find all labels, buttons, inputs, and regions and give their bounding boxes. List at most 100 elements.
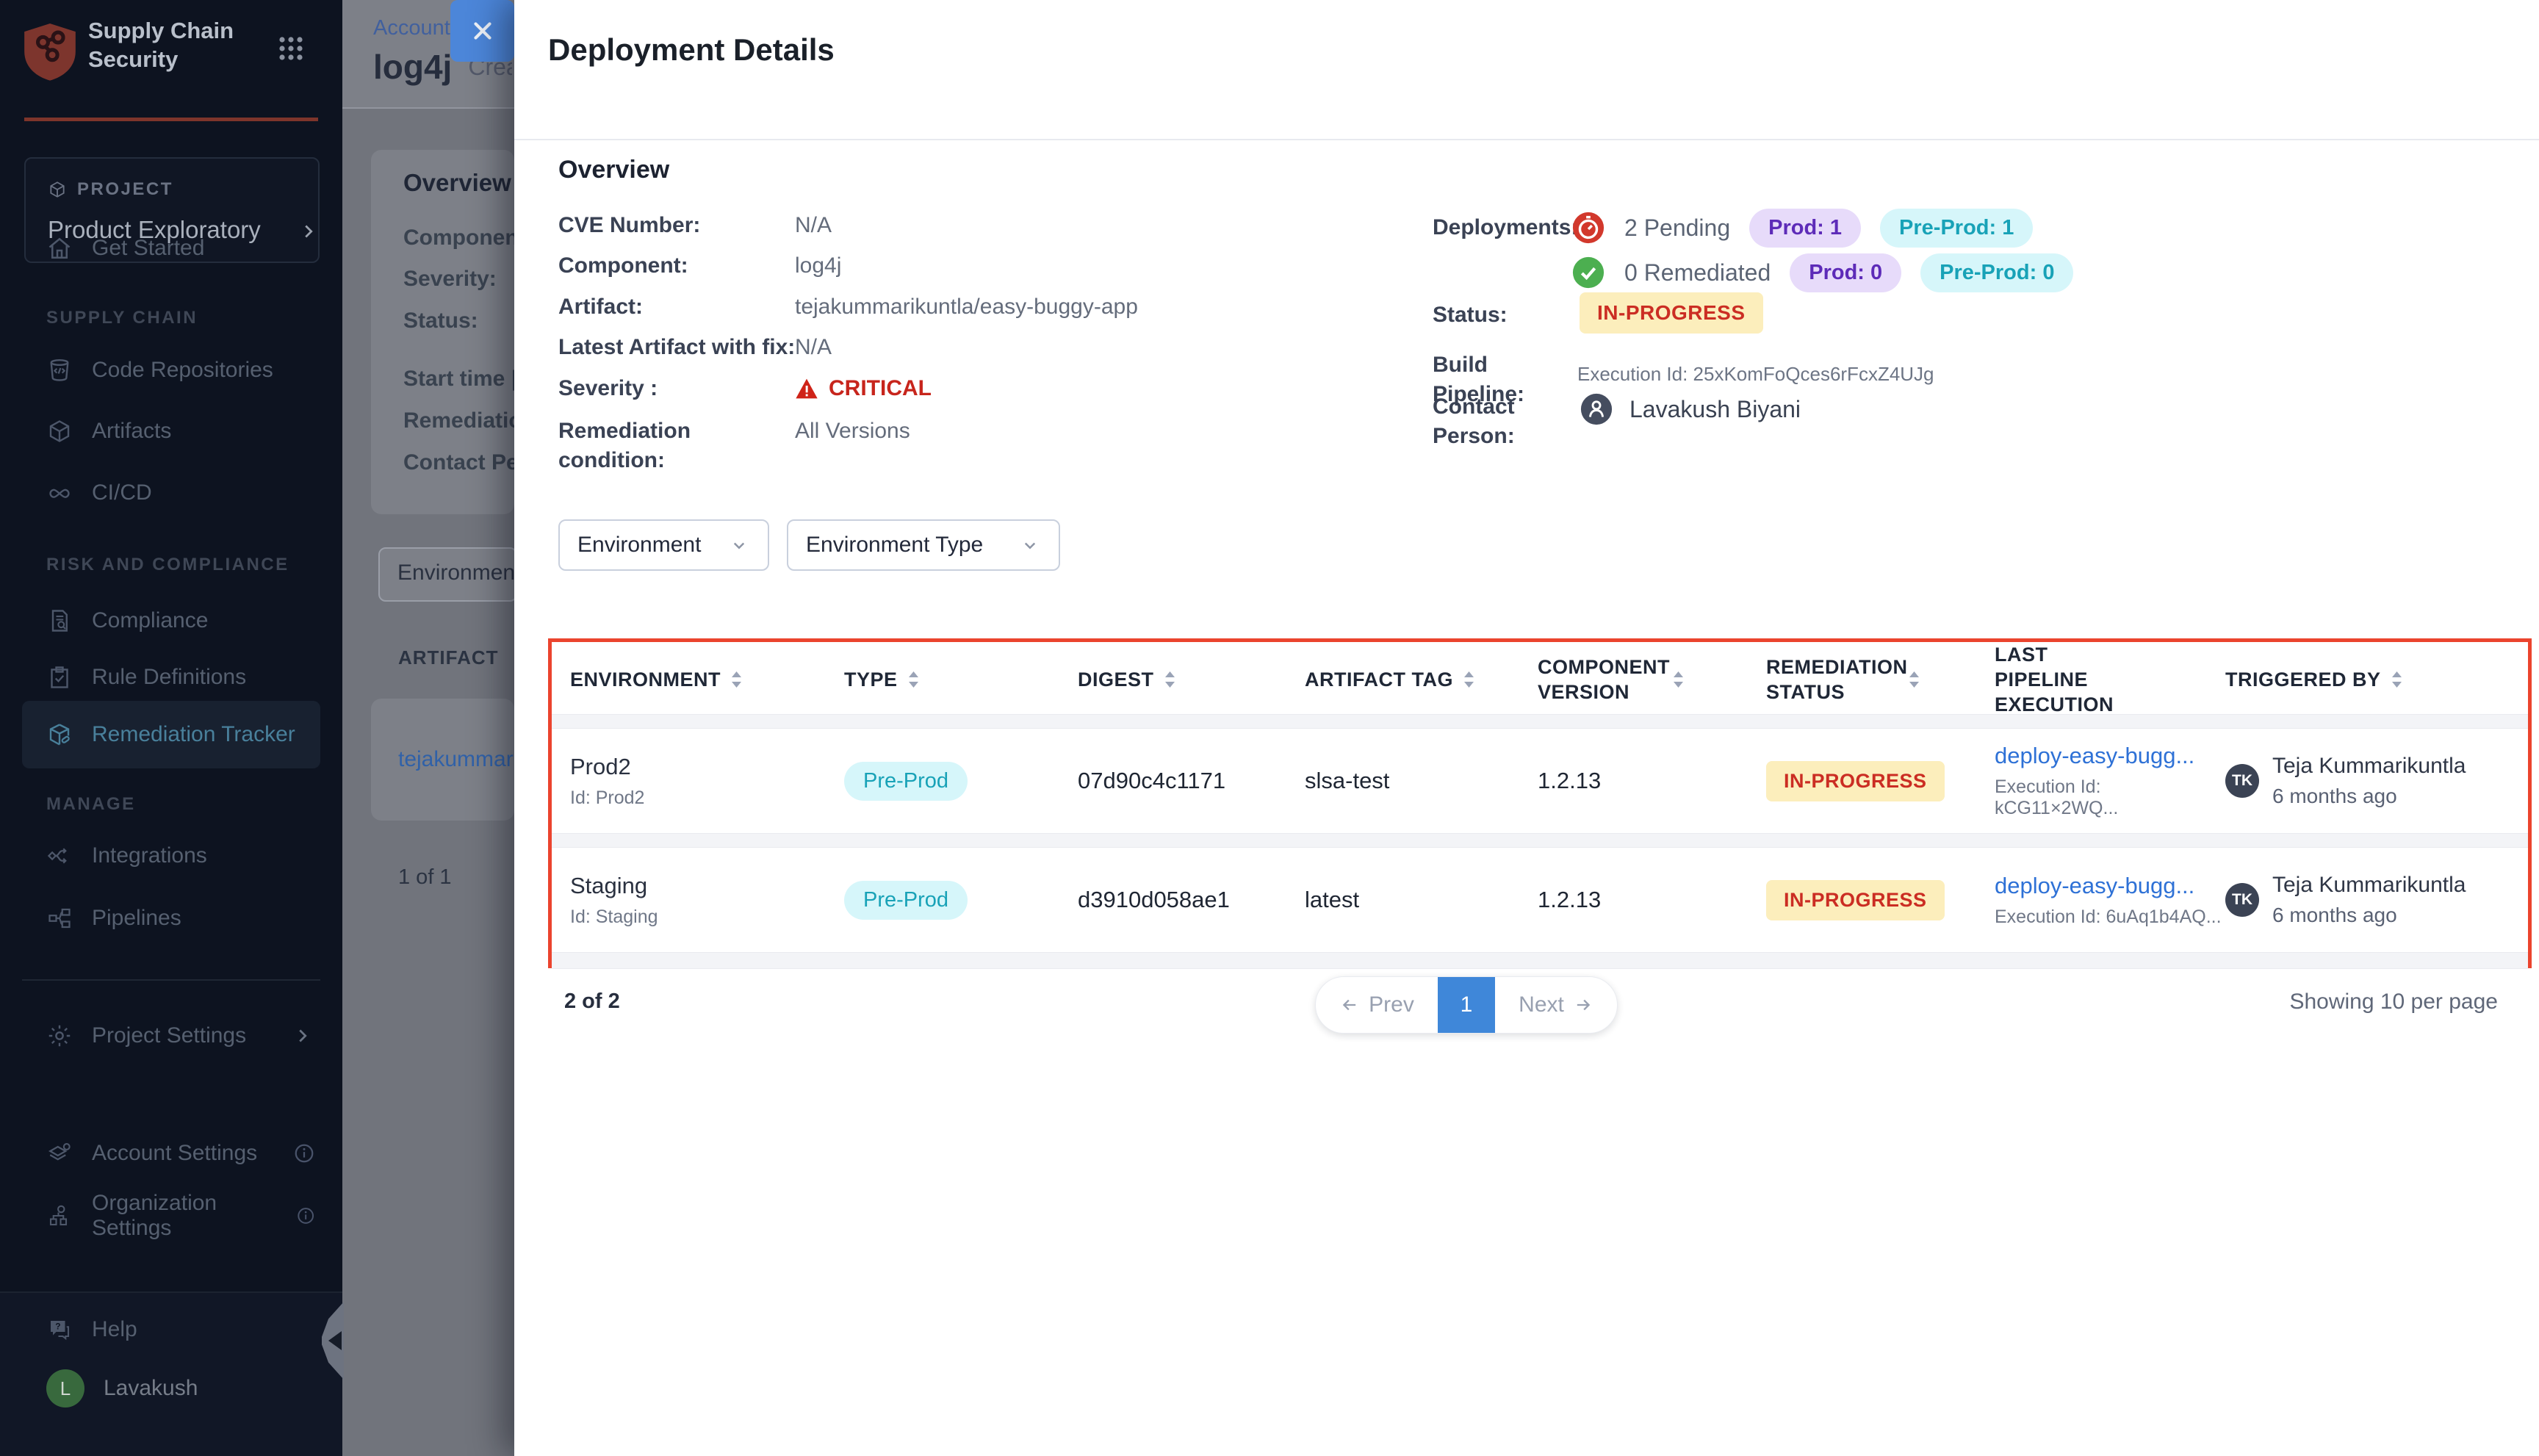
col-last-pipeline-execution[interactable]: LAST PIPELINE EXECUTION xyxy=(1995,644,2114,716)
sidebar-section-manage: MANAGE xyxy=(46,794,136,814)
env-type-pill: Pre-Prod xyxy=(844,761,968,801)
pending-count: 2 Pending xyxy=(1624,214,1731,241)
arrow-right-icon xyxy=(1577,999,1591,1011)
remediation-status-badge: IN-PROGRESS xyxy=(1766,760,1945,801)
pipeline-link[interactable]: deploy-easy-bugg... xyxy=(1995,743,2195,768)
col-triggered-by[interactable]: TRIGGERED BY xyxy=(2225,667,2528,692)
background-artifact-link[interactable]: tejakummar xyxy=(398,747,514,771)
build-pipeline-execution-id: Execution Id: 25xKomFoQces6rFcxZ4UJg xyxy=(1577,363,1934,385)
severity-value: CRITICAL xyxy=(829,376,932,400)
cve-number-value: N/A xyxy=(795,213,832,237)
environment-filter-dropdown[interactable]: Environment xyxy=(558,519,769,571)
sidebar-item-artifacts[interactable]: Artifacts xyxy=(46,408,318,455)
chevron-down-icon xyxy=(728,534,750,556)
active-item-highlight xyxy=(22,701,320,768)
project-cube-icon xyxy=(50,181,65,198)
integrations-icon xyxy=(47,848,67,864)
close-icon xyxy=(473,22,491,40)
sidebar-section-risk-compliance: RISK AND COMPLIANCE xyxy=(46,555,289,574)
env-name: Prod2 xyxy=(570,753,631,779)
sidebar-item-code-repositories[interactable]: Code Repositories xyxy=(46,347,318,394)
sidebar: Supply Chain Security PROJECT Product Ex… xyxy=(0,0,342,1456)
contact-person-row: Lavakush Biyani xyxy=(1580,392,1801,426)
next-page-button[interactable]: Next xyxy=(1495,977,1617,1033)
component-version: 1.2.13 xyxy=(1538,768,1602,793)
status-badge: IN-PROGRESS xyxy=(1580,292,1763,334)
prev-page-button[interactable]: Prev xyxy=(1316,977,1438,1033)
background-environment-dropdown[interactable]: Environment xyxy=(378,547,517,602)
col-remediation-status[interactable]: REMEDIATION STATUS xyxy=(1766,655,1995,704)
digest: 07d90c4c1171 xyxy=(1078,768,1226,793)
sort-icon[interactable] xyxy=(1463,670,1474,689)
table-header-row: ENVIRONMENT TYPE DIGEST ARTIFACT TAG COM… xyxy=(552,642,2528,716)
pending-clock-icon xyxy=(1572,212,1605,244)
modal-title: Deployment Details xyxy=(548,32,835,67)
table-row[interactable]: Prod2 Id: Prod2 Pre-Prod 07d90c4c1171 sls… xyxy=(552,729,2528,833)
box-icon xyxy=(49,420,70,442)
project-label: PROJECT xyxy=(77,179,173,199)
project-name: Product Exploratory xyxy=(48,216,261,243)
user-menu[interactable]: L Lavakush xyxy=(46,1365,318,1412)
background-artifact-header[interactable]: ARTIFACT xyxy=(398,646,528,669)
triggered-by-name: Teja Kummarikuntla xyxy=(2272,873,2466,897)
sort-icon[interactable] xyxy=(1673,670,1684,689)
deployments-table-annotated: ENVIRONMENT TYPE DIGEST ARTIFACT TAG COM… xyxy=(548,638,2532,969)
avatar: L xyxy=(46,1369,84,1408)
artifact-tag: latest xyxy=(1305,887,1360,912)
build-pipeline-label: Build Pipeline: xyxy=(1433,353,1525,406)
background-tab-overview[interactable]: Overview xyxy=(403,169,511,196)
pending-prod-pill: Prod: 1 xyxy=(1749,208,1862,248)
app-title: Supply Chain Security xyxy=(88,18,234,72)
env-type-pill: Pre-Prod xyxy=(844,880,968,920)
pipeline-link[interactable]: deploy-easy-bugg... xyxy=(1995,872,2195,898)
background-field-label: Severity: xyxy=(403,267,497,291)
sidebar-item-rule-definitions[interactable]: Rule Definitions xyxy=(46,654,318,701)
sidebar-item-account-settings[interactable]: Account Settings xyxy=(46,1130,318,1177)
sort-icon[interactable] xyxy=(731,670,742,689)
background-field-label: Start time | xyxy=(403,367,514,391)
remediation-status-badge: IN-PROGRESS xyxy=(1766,879,1945,920)
sidebar-item-compliance[interactable]: Compliance xyxy=(46,597,318,644)
triggered-by-name: Teja Kummarikuntla xyxy=(2272,754,2466,778)
pipeline-execution-id: Execution Id: kCG11×2WQ... xyxy=(1995,776,2119,818)
sidebar-item-pipelines[interactable]: Pipelines xyxy=(46,895,318,942)
sidebar-item-cicd[interactable]: CI/CD xyxy=(46,469,318,516)
col-digest[interactable]: DIGEST xyxy=(1078,667,1305,692)
sidebar-item-integrations[interactable]: Integrations xyxy=(46,832,318,879)
deployment-details-modal: Deployment Details Overview CVE Number: … xyxy=(514,0,2539,1456)
sidebar-item-project-settings[interactable]: Project Settings xyxy=(46,1012,318,1059)
info-icon xyxy=(296,1205,315,1227)
remediation-box-icon xyxy=(49,724,70,746)
sidebar-item-remediation-tracker[interactable]: Remediation Tracker xyxy=(46,711,318,758)
critical-warning-icon xyxy=(796,378,818,399)
latest-artifact-label: Latest Artifact with fix: xyxy=(558,335,796,359)
chevron-down-icon xyxy=(1019,534,1041,556)
contact-avatar-icon xyxy=(1580,393,1613,425)
sort-icon[interactable] xyxy=(1909,670,1920,689)
sort-icon[interactable] xyxy=(908,670,919,689)
sidebar-item-get-started[interactable]: Get Started xyxy=(46,225,318,272)
background-artifact-card xyxy=(371,699,514,821)
component-value: log4j xyxy=(795,253,842,278)
environment-type-filter-dropdown[interactable]: Environment Type xyxy=(787,519,1060,571)
table-row[interactable]: Staging Id: Staging Pre-Prod d3910d058ae1… xyxy=(552,848,2528,952)
sidebar-item-organization-settings[interactable]: Organization Settings xyxy=(46,1191,318,1240)
module-grid-icon[interactable] xyxy=(273,31,309,70)
home-icon xyxy=(48,237,71,259)
triggered-by-time: 6 months ago xyxy=(2272,904,2397,926)
avatar: TK xyxy=(2225,764,2259,798)
pagination: Prev 1 Next xyxy=(1315,976,1618,1034)
sidebar-item-help[interactable]: ? Help xyxy=(46,1306,318,1353)
page-number-button[interactable]: 1 xyxy=(1438,977,1495,1033)
sort-icon[interactable] xyxy=(1164,670,1175,689)
close-modal-button[interactable] xyxy=(450,0,514,62)
col-artifact-tag[interactable]: ARTIFACT TAG xyxy=(1305,667,1538,692)
col-type[interactable]: TYPE xyxy=(844,667,1078,692)
sort-icon[interactable] xyxy=(2391,670,2402,689)
col-component-version[interactable]: COMPONENT VERSION xyxy=(1538,655,1766,704)
module-accent-divider xyxy=(24,118,318,121)
chevron-right-icon xyxy=(292,1025,314,1047)
project-selector[interactable]: PROJECT Product Exploratory xyxy=(24,157,320,263)
component-version: 1.2.13 xyxy=(1538,887,1602,912)
col-environment[interactable]: ENVIRONMENT xyxy=(570,667,844,692)
